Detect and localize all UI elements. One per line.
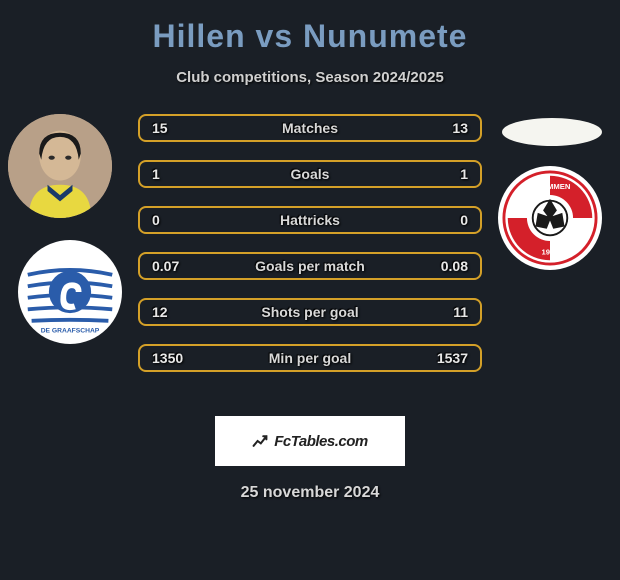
stat-right-value: 13 (452, 120, 468, 136)
stat-left-value: 1 (152, 166, 160, 182)
stat-left-value: 15 (152, 120, 168, 136)
stat-right-value: 0.08 (441, 258, 468, 274)
stat-right-value: 11 (453, 304, 468, 320)
stat-label: Hattricks (280, 212, 340, 228)
svg-text:FC EMMEN: FC EMMEN (530, 182, 571, 191)
club-logo-right: FC EMMEN 1925 (498, 166, 602, 270)
subtitle: Club competitions, Season 2024/2025 (0, 69, 620, 86)
player-left-photo (8, 114, 112, 218)
stat-row: 12 Shots per goal 11 (138, 298, 482, 326)
svg-text:DE GRAAFSCHAP: DE GRAAFSCHAP (41, 327, 100, 334)
stat-right-value: 1 (460, 166, 468, 182)
chart-arrow-icon (252, 433, 268, 449)
stat-row: 1 Goals 1 (138, 160, 482, 188)
fcemmen-logo-icon: FC EMMEN 1925 (502, 170, 598, 266)
brand-box[interactable]: FcTables.com (215, 416, 405, 466)
stat-right-value: 0 (460, 212, 468, 228)
date-label: 25 november 2024 (0, 484, 620, 502)
person-icon (8, 114, 112, 218)
brand-label: FcTables.com (274, 433, 367, 450)
svg-text:1925: 1925 (541, 247, 559, 256)
stat-row: 1350 Min per goal 1537 (138, 344, 482, 372)
page-title: Hillen vs Nunumete (0, 18, 620, 55)
stat-label: Goals per match (255, 258, 365, 274)
stat-row: 0 Hattricks 0 (138, 206, 482, 234)
stat-left-value: 1350 (152, 350, 183, 366)
stat-left-value: 12 (152, 304, 168, 320)
stat-row: 0.07 Goals per match 0.08 (138, 252, 482, 280)
stat-left-value: 0.07 (152, 258, 179, 274)
stat-label: Shots per goal (261, 304, 358, 320)
stat-label: Matches (282, 120, 338, 136)
stat-rows: 15 Matches 13 1 Goals 1 0 Hattricks 0 0.… (138, 114, 482, 390)
degraafschap-logo-icon: DE GRAAFSCHAP (22, 244, 118, 340)
stat-left-value: 0 (152, 212, 160, 228)
player-right-placeholder (502, 118, 602, 146)
club-logo-left: DE GRAAFSCHAP (18, 240, 122, 344)
stats-area: DE GRAAFSCHAP FC EMMEN 1925 15 Matches 1… (0, 114, 620, 394)
stat-right-value: 1537 (437, 350, 468, 366)
stat-row: 15 Matches 13 (138, 114, 482, 142)
main-container: Hillen vs Nunumete Club competitions, Se… (0, 0, 620, 580)
stat-label: Goals (291, 166, 330, 182)
stat-label: Min per goal (269, 350, 351, 366)
